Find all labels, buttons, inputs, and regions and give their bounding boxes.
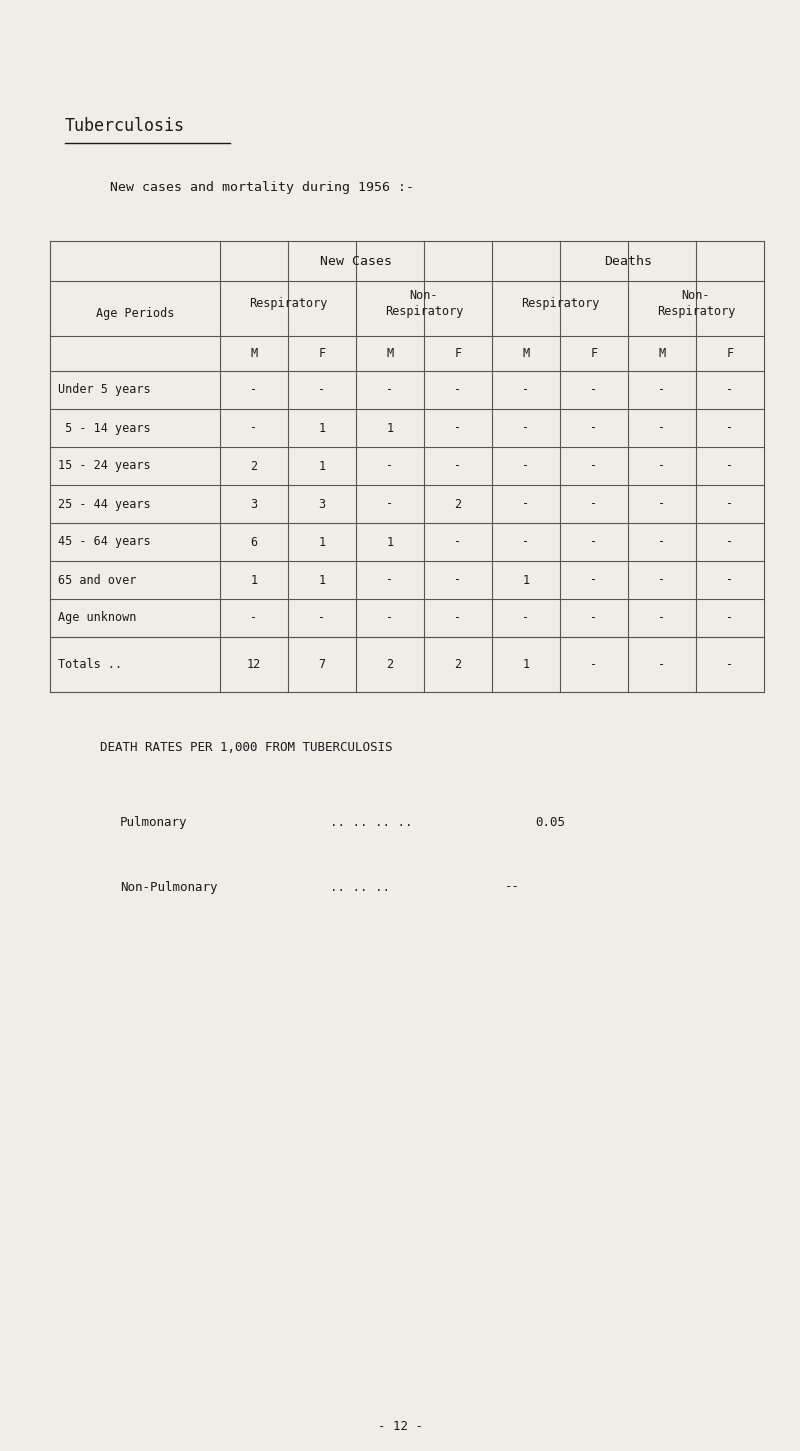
Text: 45 - 64 years: 45 - 64 years (58, 535, 150, 548)
Text: .. .. ..: .. .. .. (330, 881, 390, 894)
Text: -: - (386, 611, 394, 624)
Text: 0.05: 0.05 (535, 815, 565, 829)
Text: Non-Pulmonary: Non-Pulmonary (120, 881, 218, 894)
Text: -: - (590, 657, 598, 670)
Text: 25 - 44 years: 25 - 44 years (58, 498, 150, 511)
Text: -: - (726, 460, 734, 473)
Text: Non-
Respiratory: Non- Respiratory (385, 289, 463, 318)
Text: Deaths: Deaths (604, 254, 652, 267)
Text: -: - (590, 498, 598, 511)
Text: -: - (522, 498, 530, 511)
Text: 1: 1 (522, 573, 530, 586)
Text: -: - (658, 657, 666, 670)
Text: -: - (454, 421, 462, 434)
Text: -: - (658, 498, 666, 511)
Text: -: - (590, 611, 598, 624)
Text: 12: 12 (247, 657, 261, 670)
Text: -: - (590, 460, 598, 473)
Text: -: - (726, 383, 734, 396)
Text: F: F (454, 347, 462, 360)
Text: 1: 1 (250, 573, 258, 586)
Text: F: F (726, 347, 734, 360)
Text: 1: 1 (386, 421, 394, 434)
Text: -: - (658, 611, 666, 624)
Text: -: - (590, 421, 598, 434)
Text: -: - (454, 460, 462, 473)
Text: 1: 1 (318, 460, 326, 473)
Text: -: - (522, 611, 530, 624)
Text: -: - (726, 573, 734, 586)
Text: Age unknown: Age unknown (58, 611, 136, 624)
Text: Non-
Respiratory: Non- Respiratory (657, 289, 735, 318)
Text: -: - (386, 383, 394, 396)
Text: -: - (386, 498, 394, 511)
Text: 1: 1 (318, 535, 326, 548)
Text: -: - (250, 383, 258, 396)
Text: Pulmonary: Pulmonary (120, 815, 187, 829)
Text: Respiratory: Respiratory (521, 297, 599, 311)
Text: M: M (658, 347, 666, 360)
Text: Age Periods: Age Periods (96, 308, 174, 321)
Text: 2: 2 (454, 498, 462, 511)
Text: -: - (658, 460, 666, 473)
Text: -: - (658, 383, 666, 396)
Text: -: - (522, 535, 530, 548)
Text: -: - (590, 383, 598, 396)
Text: -: - (726, 421, 734, 434)
Text: -: - (726, 535, 734, 548)
Text: -: - (658, 421, 666, 434)
Text: -: - (318, 383, 326, 396)
Text: M: M (386, 347, 394, 360)
Text: 6: 6 (250, 535, 258, 548)
Text: 1: 1 (522, 657, 530, 670)
Text: DEATH RATES PER 1,000 FROM TUBERCULOSIS: DEATH RATES PER 1,000 FROM TUBERCULOSIS (100, 740, 393, 753)
Text: -: - (522, 421, 530, 434)
Text: --: -- (505, 881, 520, 894)
Text: New Cases: New Cases (320, 254, 392, 267)
Text: New cases and mortality during 1956 :-: New cases and mortality during 1956 :- (110, 181, 414, 194)
Text: -: - (522, 383, 530, 396)
Text: -: - (726, 611, 734, 624)
Text: 2: 2 (250, 460, 258, 473)
Text: F: F (318, 347, 326, 360)
Text: -: - (318, 611, 326, 624)
Text: Tuberculosis: Tuberculosis (65, 118, 185, 135)
Text: 65 and over: 65 and over (58, 573, 136, 586)
Text: -: - (726, 657, 734, 670)
Text: -: - (658, 573, 666, 586)
Text: -: - (658, 535, 666, 548)
Text: 1: 1 (318, 573, 326, 586)
Text: Respiratory: Respiratory (249, 297, 327, 311)
Text: 1: 1 (386, 535, 394, 548)
Text: -: - (454, 383, 462, 396)
Text: Totals ..: Totals .. (58, 657, 122, 670)
Text: 3: 3 (250, 498, 258, 511)
Text: 5 - 14 years: 5 - 14 years (58, 421, 150, 434)
Text: 2: 2 (386, 657, 394, 670)
Text: Under 5 years: Under 5 years (58, 383, 150, 396)
Text: -: - (454, 573, 462, 586)
Text: -: - (454, 535, 462, 548)
Text: -: - (386, 573, 394, 586)
Text: 7: 7 (318, 657, 326, 670)
Text: .. .. .. ..: .. .. .. .. (330, 815, 413, 829)
Text: -: - (726, 498, 734, 511)
Text: -: - (386, 460, 394, 473)
Text: 3: 3 (318, 498, 326, 511)
Text: 2: 2 (454, 657, 462, 670)
Text: -: - (250, 611, 258, 624)
Text: 1: 1 (318, 421, 326, 434)
Text: -: - (522, 460, 530, 473)
Text: F: F (590, 347, 598, 360)
Text: M: M (522, 347, 530, 360)
Text: - 12 -: - 12 - (378, 1419, 422, 1432)
Text: -: - (454, 611, 462, 624)
Text: M: M (250, 347, 258, 360)
Text: 15 - 24 years: 15 - 24 years (58, 460, 150, 473)
Text: -: - (590, 573, 598, 586)
Text: -: - (590, 535, 598, 548)
Text: -: - (250, 421, 258, 434)
